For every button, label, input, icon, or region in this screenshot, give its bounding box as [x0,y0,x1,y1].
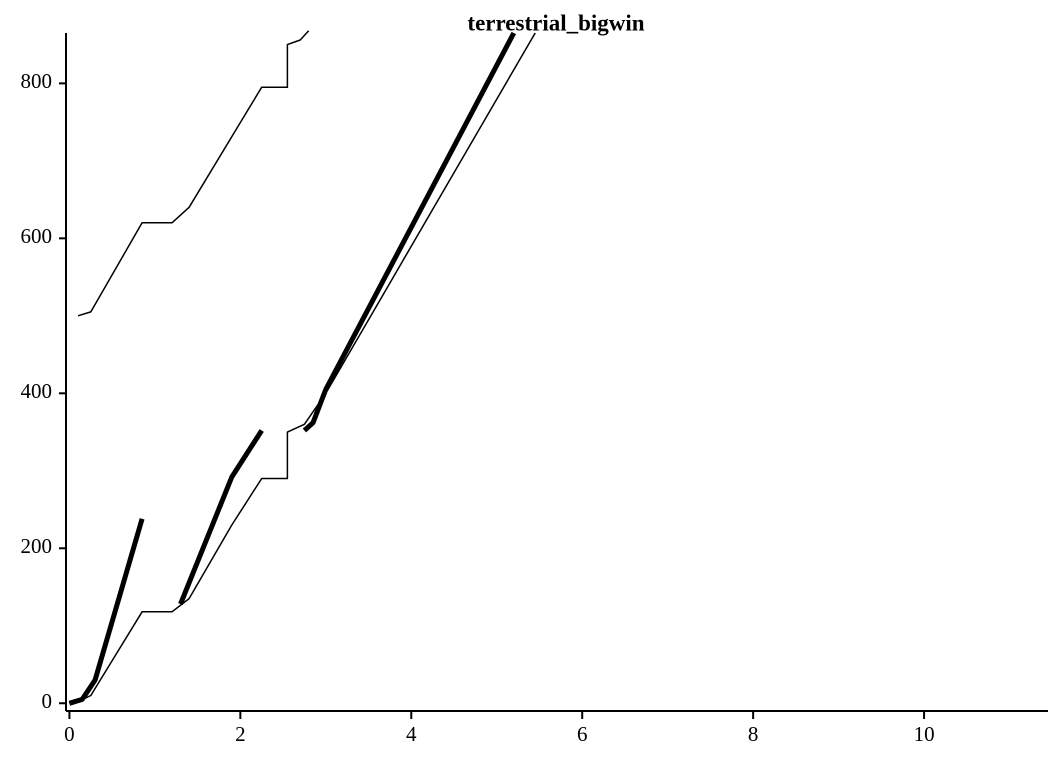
x-tick-label: 2 [235,722,246,746]
chart-title: terrestrial_bigwin [467,10,644,35]
x-tick-label: 4 [406,722,417,746]
x-tick-label: 0 [64,722,75,746]
y-tick-label: 200 [21,534,53,558]
y-tick-label: 600 [21,224,53,248]
x-tick-label: 6 [577,722,588,746]
y-tick-label: 800 [21,69,53,93]
data-line [68,31,517,706]
data-line [69,32,536,705]
data-line [77,30,310,317]
y-tick-label: 400 [21,379,53,403]
x-tick-label: 8 [748,722,759,746]
y-tick-label: 0 [42,689,53,713]
x-tick-label: 10 [914,722,935,746]
